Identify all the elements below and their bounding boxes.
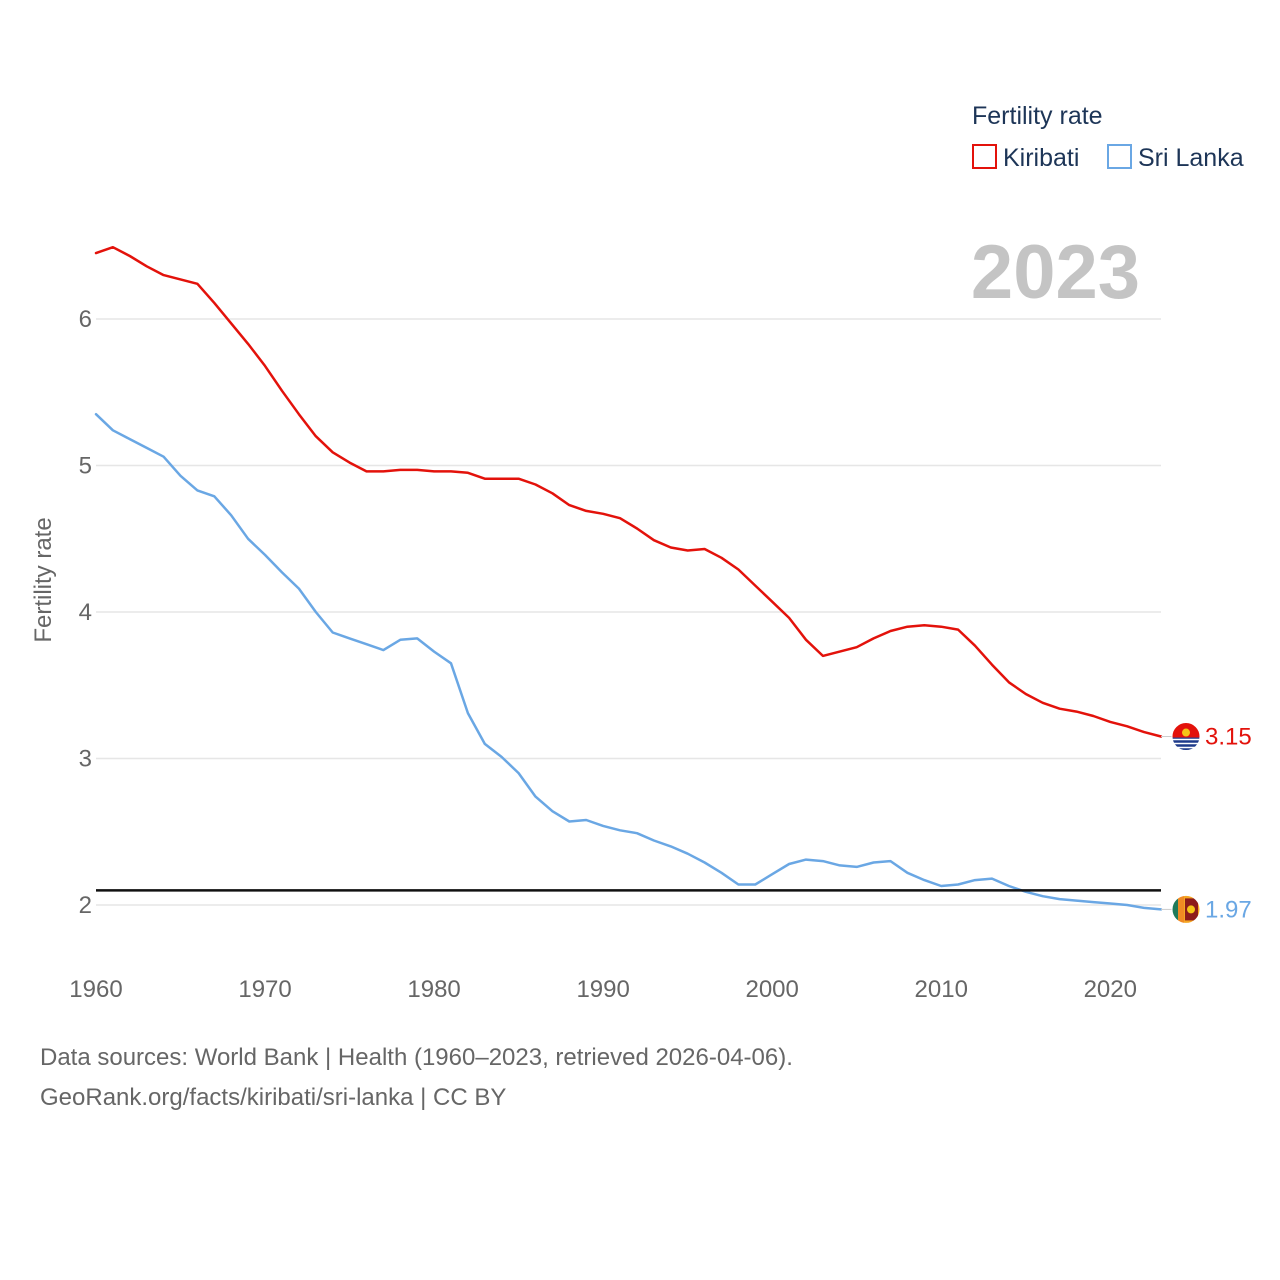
y-axis-ticks: 2 3 4 5 6 [79, 306, 92, 919]
legend-title: Fertility rate [972, 102, 1103, 130]
y-tick-label-2: 2 [79, 892, 92, 919]
legend-item-kiribati[interactable]: Kiribati [972, 144, 1079, 172]
legend: Fertility rate Kiribati Sri Lanka [972, 102, 1244, 172]
legend-label-kiribati: Kiribati [1003, 144, 1079, 172]
x-tick-label-1990: 1990 [576, 976, 629, 1003]
x-tick-label-2000: 2000 [745, 976, 798, 1003]
x-axis-ticks: 1960 1970 1980 1990 2000 2010 2020 [69, 976, 1137, 1003]
y-tick-label-5: 5 [79, 453, 92, 480]
x-tick-label-1960: 1960 [69, 976, 122, 1003]
legend-swatch-sri-lanka [1107, 144, 1132, 169]
y-tick-label-3: 3 [79, 746, 92, 773]
x-tick-label-1970: 1970 [238, 976, 291, 1003]
y-tick-label-4: 4 [79, 599, 92, 626]
series-lines [94, 245, 1163, 911]
legend-swatch-kiribati [972, 144, 997, 169]
grid [96, 318, 1161, 906]
x-tick-label-1980: 1980 [407, 976, 460, 1003]
y-tick-label-6: 6 [79, 306, 92, 333]
end-markers: 3.15 1.97 [1161, 722, 1252, 924]
end-value-label-sri-lanka: 1.97 [1205, 896, 1252, 923]
year-label: 2023 [971, 230, 1140, 315]
legend-label-sri-lanka: Sri Lanka [1138, 144, 1244, 172]
series-line-sri-lanka [94, 412, 1163, 911]
end-value-label-kiribati: 3.15 [1205, 724, 1252, 751]
x-tick-label-2010: 2010 [915, 976, 968, 1003]
legend-item-sri-lanka[interactable]: Sri Lanka [1107, 144, 1244, 172]
y-axis-title: Fertility rate [30, 517, 57, 642]
flag-icon-sri-lanka [1161, 894, 1201, 924]
x-tick-label-2020: 2020 [1084, 976, 1137, 1003]
attribution-link[interactable]: GeoRank.org/facts/kiribati/sri-lanka | C… [40, 1084, 507, 1111]
flag-icon-kiribati [1161, 722, 1201, 752]
series-line-kiribati [94, 245, 1163, 738]
data-sources-note: Data sources: World Bank | Health (1960–… [40, 1044, 793, 1071]
